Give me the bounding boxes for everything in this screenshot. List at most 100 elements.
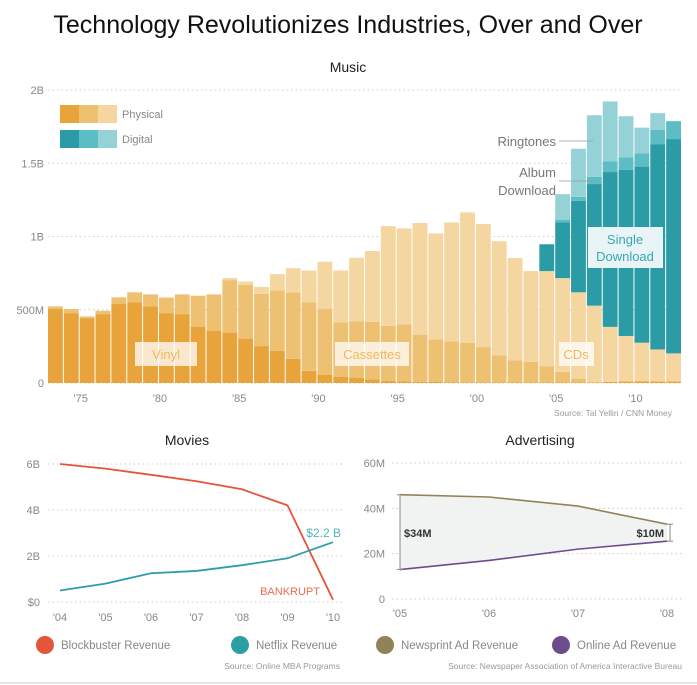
advertising-ytick-label: 40M bbox=[364, 503, 385, 515]
bar-cassettes-1998 bbox=[444, 341, 460, 383]
bar-ringtones-2008 bbox=[602, 101, 618, 162]
bar-cassettes-1977 bbox=[111, 297, 127, 305]
bar-cassettes-2005 bbox=[555, 371, 571, 383]
bar-cassettes-1987 bbox=[269, 290, 285, 351]
bar-vinyl-1976 bbox=[95, 314, 111, 383]
legend-swatch-vinyl bbox=[60, 105, 79, 123]
bar-single-download-2004 bbox=[539, 244, 555, 272]
advertising-xtick-label: '06 bbox=[482, 608, 496, 620]
bar-cds-2012 bbox=[666, 353, 681, 382]
bar-cassettes-1990 bbox=[317, 309, 333, 375]
bar-cassettes-1997 bbox=[428, 339, 444, 382]
bar-cassettes-2003 bbox=[523, 361, 539, 383]
bar-cassettes-1975 bbox=[79, 316, 95, 319]
music-xtick-label: '90 bbox=[311, 393, 325, 405]
bar-cassettes-1986 bbox=[254, 293, 269, 347]
bar-album-download-2012 bbox=[666, 121, 681, 140]
music-xtick-label: '85 bbox=[232, 393, 246, 405]
bar-cds-1989 bbox=[301, 270, 317, 303]
bar-vinyl-1990 bbox=[317, 374, 333, 383]
bar-cds-1993 bbox=[365, 251, 380, 322]
bar-vinyl-1996 bbox=[412, 381, 428, 383]
bar-vinyl-2007 bbox=[586, 382, 602, 383]
bar-cassettes-1981 bbox=[174, 294, 190, 315]
label-album-line1: Album bbox=[519, 165, 556, 180]
page-title: Technology Revolutionizes Industries, Ov… bbox=[53, 11, 642, 39]
bar-cassettes-1973 bbox=[48, 306, 63, 310]
music-ytick-label: 1.5B bbox=[21, 158, 44, 170]
bar-cds-1990 bbox=[317, 261, 333, 310]
bar-cassettes-1980 bbox=[158, 297, 174, 314]
movies-source: Source: Online MBA Programs bbox=[224, 661, 340, 671]
legend-swatch-cassettes bbox=[79, 105, 98, 123]
legend-online: Online Ad Revenue bbox=[577, 640, 676, 652]
bar-cds-2011 bbox=[650, 349, 666, 382]
movies-ytick-label: 4B bbox=[27, 505, 40, 517]
bar-cassettes-1989 bbox=[301, 302, 317, 371]
bar-cassettes-2004 bbox=[539, 366, 555, 383]
advertising-ytick-label: 60M bbox=[364, 458, 385, 470]
music-xtick-label: '05 bbox=[549, 393, 563, 405]
bar-vinyl-1982 bbox=[190, 326, 206, 383]
movies-ytick-label: 2B bbox=[27, 551, 40, 563]
label-album-download: Album Download bbox=[498, 165, 556, 198]
legend-blockbuster-dot bbox=[36, 636, 54, 654]
bar-cassettes-1999 bbox=[460, 342, 475, 383]
newsprint-line bbox=[399, 493, 668, 525]
bar-album-download-2006 bbox=[571, 196, 586, 201]
bar-cds-1997 bbox=[428, 233, 444, 340]
bar-cds-1996 bbox=[412, 223, 428, 335]
label-album-line2: Download bbox=[498, 183, 556, 198]
bar-vinyl-1987 bbox=[269, 350, 285, 383]
music-chart: Music 0 500M 1B 1.5B 2B '75 '80 '85 '90 '95 '00 '05… bbox=[16, 59, 682, 418]
advertising-ytick-label: 20M bbox=[364, 549, 385, 561]
bar-cds-2004 bbox=[539, 271, 555, 367]
label-cassettes: Cassettes bbox=[343, 347, 401, 362]
movies-ytick-label: 6B bbox=[27, 459, 40, 471]
movies-xtick-label: '05 bbox=[98, 612, 112, 624]
bar-cassettes-2001 bbox=[491, 355, 507, 383]
bar-vinyl-2012 bbox=[666, 381, 681, 383]
bar-cassettes-1976 bbox=[95, 310, 111, 315]
legend-physical: Physical bbox=[122, 109, 163, 121]
music-xtick-label: '95 bbox=[391, 393, 405, 405]
bar-album-download-2007 bbox=[586, 176, 602, 185]
cds-label-box bbox=[559, 342, 594, 366]
legend-netflix: Netflix Revenue bbox=[256, 640, 337, 652]
legend-newsprint-dot bbox=[376, 636, 394, 654]
legend-netflix-dot bbox=[231, 636, 249, 654]
label-ringtones: Ringtones bbox=[497, 134, 556, 149]
music-ytick-label: 0 bbox=[38, 378, 44, 390]
movies-xtick-label: '08 bbox=[235, 612, 249, 624]
bar-vinyl-2009 bbox=[618, 381, 634, 383]
bar-vinyl-2010 bbox=[634, 381, 650, 383]
bar-vinyl-2011 bbox=[650, 381, 666, 383]
bar-cds-2001 bbox=[491, 241, 507, 356]
bar-vinyl-1989 bbox=[301, 370, 317, 383]
vinyl-label-box bbox=[135, 342, 197, 366]
movies-xtick-label: '10 bbox=[326, 612, 340, 624]
netflix-end-label: $2.2 B bbox=[306, 526, 341, 540]
bar-cds-1995 bbox=[396, 228, 412, 325]
movies-title: Movies bbox=[165, 432, 209, 448]
bar-vinyl-1997 bbox=[428, 381, 444, 383]
music-ytick-label: 1B bbox=[31, 232, 44, 244]
bar-vinyl-2005 bbox=[555, 382, 571, 383]
bar-ringtones-2010 bbox=[634, 127, 650, 154]
movies-xtick-label: '06 bbox=[144, 612, 158, 624]
bar-vinyl-1985 bbox=[238, 338, 254, 383]
online-line bbox=[399, 540, 668, 571]
bar-ringtones-2009 bbox=[618, 116, 634, 158]
advertising-ytick-label: 0 bbox=[379, 594, 385, 606]
bar-single-download-2006 bbox=[571, 200, 586, 293]
bar-ringtones-2011 bbox=[650, 113, 666, 130]
bar-vinyl-1995 bbox=[396, 381, 412, 383]
gap-end-label: $10M bbox=[636, 528, 664, 540]
label-single: Single Download bbox=[596, 232, 654, 264]
bar-cds-2002 bbox=[507, 258, 523, 361]
bar-cassettes-1988 bbox=[285, 292, 301, 359]
bar-cds-1985 bbox=[238, 281, 254, 285]
music-xtick-label: '80 bbox=[153, 393, 167, 405]
legend-blockbuster: Blockbuster Revenue bbox=[61, 640, 170, 652]
